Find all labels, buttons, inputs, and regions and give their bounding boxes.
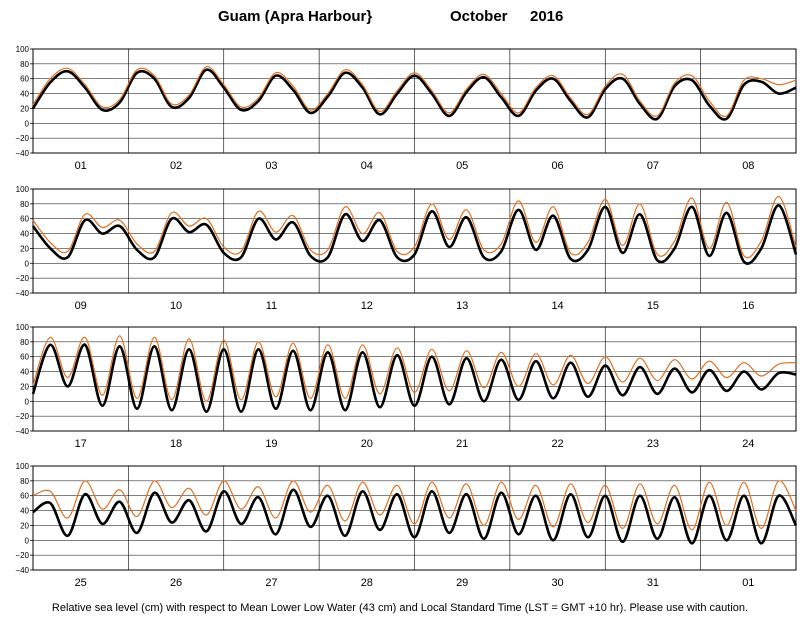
day-label: 11 <box>266 300 277 312</box>
y-tick-label: 20 <box>20 382 29 391</box>
panel-frame <box>32 326 797 432</box>
observed-series-line <box>32 335 797 402</box>
y-tick-label: −20 <box>15 134 29 143</box>
observed-series-line <box>32 195 797 259</box>
y-tick-label: 60 <box>20 75 29 84</box>
y-tick-label: 0 <box>25 259 30 268</box>
y-tick-label: 100 <box>16 462 30 471</box>
y-tick-label: −40 <box>15 289 29 298</box>
chart-title: Guam (Apra Harbour} October 2016 <box>0 4 800 26</box>
day-label: 16 <box>742 300 754 312</box>
y-tick-label: 20 <box>20 244 29 253</box>
y-tick-label: 80 <box>20 200 29 209</box>
day-label: 19 <box>265 438 277 450</box>
day-label: 08 <box>742 160 754 172</box>
y-tick-label: 60 <box>20 215 29 224</box>
predicted-series-line <box>31 68 797 121</box>
day-label: 06 <box>551 160 563 172</box>
day-label: 14 <box>551 300 563 312</box>
y-tick-label: 20 <box>20 521 29 530</box>
day-label: 20 <box>361 438 373 450</box>
panel-frame <box>32 465 797 571</box>
y-tick-label: 100 <box>16 185 30 194</box>
y-tick-label: −20 <box>15 412 29 421</box>
y-tick-label: 80 <box>20 477 29 486</box>
day-label: 10 <box>170 300 182 312</box>
y-tick-label: −20 <box>15 551 29 560</box>
y-tick-label: −40 <box>15 566 29 575</box>
y-tick-label: 0 <box>25 119 30 128</box>
day-label: 01 <box>75 160 87 172</box>
y-tick-label: 100 <box>16 323 30 332</box>
day-label: 04 <box>361 160 373 172</box>
day-label: 26 <box>170 577 182 589</box>
y-tick-label: 80 <box>20 60 29 69</box>
y-tick-label: 40 <box>20 90 29 99</box>
day-label: 12 <box>361 300 373 312</box>
day-label: 01 <box>742 577 754 589</box>
day-label: 03 <box>265 160 277 172</box>
day-label: 25 <box>75 577 87 589</box>
y-tick-label: −40 <box>15 427 29 436</box>
day-label: 13 <box>456 300 468 312</box>
y-tick-label: 40 <box>20 368 29 377</box>
year-title: 2016 <box>530 8 564 25</box>
y-tick-label: 80 <box>20 338 29 347</box>
day-label: 09 <box>75 300 87 312</box>
day-label: 27 <box>265 577 277 589</box>
y-tick-label: 40 <box>20 230 29 239</box>
day-label: 24 <box>742 438 754 450</box>
day-label: 05 <box>456 160 468 172</box>
y-tick-label: 0 <box>25 397 30 406</box>
footer-note: Relative sea level (cm) with respect to … <box>51 602 749 614</box>
y-tick-label: −40 <box>15 149 29 158</box>
day-label: 15 <box>647 300 659 312</box>
predicted-series-line <box>31 203 798 265</box>
predicted-series-line <box>32 488 798 545</box>
y-tick-label: 40 <box>20 507 29 516</box>
day-label: 28 <box>361 577 373 589</box>
day-label: 02 <box>170 160 182 172</box>
y-tick-label: 60 <box>20 353 29 362</box>
day-label: 07 <box>647 160 659 172</box>
day-label: 29 <box>456 577 468 589</box>
day-label: 18 <box>170 438 182 450</box>
panel-frame <box>32 188 797 294</box>
y-tick-label: 60 <box>20 492 29 501</box>
day-label: 23 <box>647 438 659 450</box>
observed-series-line <box>32 480 797 531</box>
y-tick-label: 100 <box>16 45 30 54</box>
y-tick-label: 20 <box>20 104 29 113</box>
day-label: 21 <box>456 438 468 450</box>
location-title: Guam (Apra Harbour} <box>218 8 373 25</box>
day-label: 31 <box>647 577 659 589</box>
y-tick-label: 0 <box>25 536 30 545</box>
panel-frame <box>32 48 797 154</box>
observed-series-line <box>32 66 797 118</box>
month-title: October <box>450 8 508 25</box>
predicted-series-line <box>31 343 797 413</box>
day-label: 17 <box>75 438 87 450</box>
y-tick-label: −20 <box>15 274 29 283</box>
day-label: 30 <box>551 577 563 589</box>
day-label: 22 <box>551 438 563 450</box>
